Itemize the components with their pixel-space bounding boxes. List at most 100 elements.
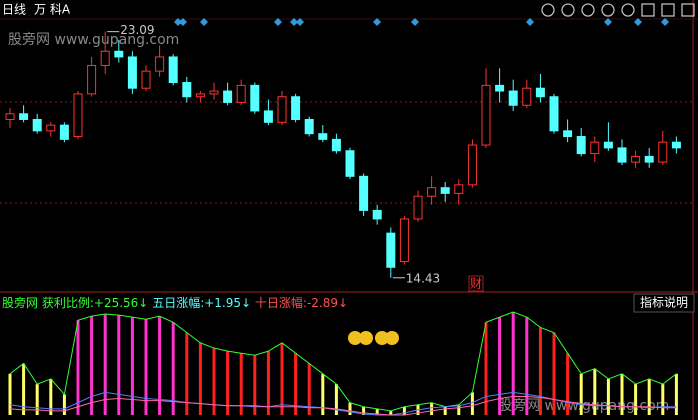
indicator-text: 十日涨幅:	[255, 295, 307, 310]
candle-body	[345, 150, 355, 177]
indicator-bar	[266, 351, 270, 415]
indicator-bar	[212, 348, 216, 415]
candle-body	[454, 184, 464, 194]
indicator-bar	[158, 316, 162, 415]
coin	[348, 331, 362, 345]
annotation-label: 23.09	[120, 23, 154, 37]
candle-body	[522, 87, 532, 106]
candle-body	[236, 84, 246, 103]
candle-body	[223, 90, 233, 103]
indicator-bar	[348, 402, 352, 415]
indicator-bar	[90, 316, 94, 415]
tool-icon[interactable]	[601, 3, 615, 17]
indicator-bar	[362, 406, 366, 415]
indicator-bar	[103, 314, 107, 415]
candle-body	[590, 141, 600, 155]
indicator-text: +1.95↓	[204, 296, 251, 310]
indicator-header: 股旁网 获利比例:+25.56↓ 五日涨幅:+1.95↓ 十日涨幅:-2.89↓	[2, 295, 348, 310]
candle-body	[331, 138, 341, 152]
candle-body	[73, 93, 83, 138]
tool-icon[interactable]	[581, 3, 595, 17]
indicator-bar	[185, 332, 189, 415]
stock-name: 万 科A	[34, 3, 71, 17]
candle-body	[155, 56, 165, 72]
candle-body	[250, 84, 260, 112]
indicator-bar	[280, 342, 284, 415]
indicator-bar	[470, 392, 474, 415]
candle-body	[291, 96, 301, 120]
candle-body	[440, 187, 450, 194]
candle-body	[32, 118, 42, 132]
indicator-bar	[430, 402, 434, 415]
indicator-bar	[171, 322, 175, 415]
tool-icon[interactable]	[541, 3, 555, 17]
indicator-bar	[375, 408, 379, 415]
candle-body	[631, 155, 641, 163]
indicator-bar	[457, 404, 461, 415]
candle-body	[318, 133, 328, 140]
candle-body	[372, 209, 382, 220]
indicator-bar	[130, 317, 134, 415]
indicator-bar	[661, 384, 665, 415]
period: 日线	[2, 3, 26, 17]
indicator-bar	[22, 363, 26, 415]
candle-body	[576, 136, 586, 155]
indicator-bar	[511, 312, 515, 415]
candle-body	[481, 84, 491, 146]
indicator-line	[9, 395, 677, 416]
indicator-bar	[525, 317, 529, 415]
candle-body	[304, 118, 314, 135]
tool-icon[interactable]	[621, 3, 635, 17]
indicator-envelope	[9, 311, 677, 412]
candle-body	[563, 130, 573, 138]
indicator-bar	[484, 322, 488, 415]
indicator-bar	[566, 353, 570, 415]
candle-body	[535, 87, 545, 98]
indicator-bar	[307, 363, 311, 415]
indicator-bar	[117, 315, 121, 415]
indicator-bar	[498, 317, 502, 415]
indicator-bar	[634, 384, 638, 415]
candle-body	[114, 50, 124, 58]
tool-icon[interactable]	[561, 3, 575, 17]
candle-body	[59, 124, 69, 140]
candle-body	[399, 218, 409, 263]
help-label[interactable]: 指标说明	[640, 295, 688, 310]
indicator-bar	[593, 368, 597, 415]
coin-icons	[348, 331, 399, 345]
indicator-bar	[579, 373, 583, 415]
candle-body	[87, 64, 97, 95]
candle-body	[644, 155, 654, 163]
candle-body	[467, 144, 477, 186]
indicator-bar	[253, 355, 257, 415]
indicator-bar	[294, 353, 298, 415]
candle-body	[549, 96, 559, 132]
candle-body	[495, 84, 505, 92]
coin	[359, 331, 373, 345]
candle-body	[100, 50, 110, 66]
indicator-bar	[321, 373, 325, 415]
indicator-bar	[552, 332, 556, 415]
indicator-text: +25.56↓	[94, 296, 148, 310]
help-button[interactable]	[633, 293, 695, 313]
indicator-bar	[674, 373, 678, 415]
candle-body	[427, 187, 437, 197]
tag-box	[468, 275, 484, 292]
candle-body	[671, 141, 681, 149]
indicator-bar	[49, 378, 53, 415]
indicator-bar	[144, 319, 148, 415]
watermark: 股旁网 www.gupang.com	[8, 31, 179, 48]
tool-icon[interactable]	[641, 3, 655, 17]
indicator-bar	[76, 320, 80, 415]
tool-icon[interactable]	[661, 3, 675, 17]
tool-icon[interactable]	[681, 3, 695, 17]
indicator-bar	[226, 351, 230, 415]
candle-body	[263, 110, 273, 123]
candle-body	[508, 90, 518, 106]
candle-body	[413, 195, 423, 220]
candle-body	[386, 232, 396, 268]
candle-body	[603, 141, 613, 149]
coin	[375, 331, 389, 345]
indicator-bar	[606, 378, 610, 415]
